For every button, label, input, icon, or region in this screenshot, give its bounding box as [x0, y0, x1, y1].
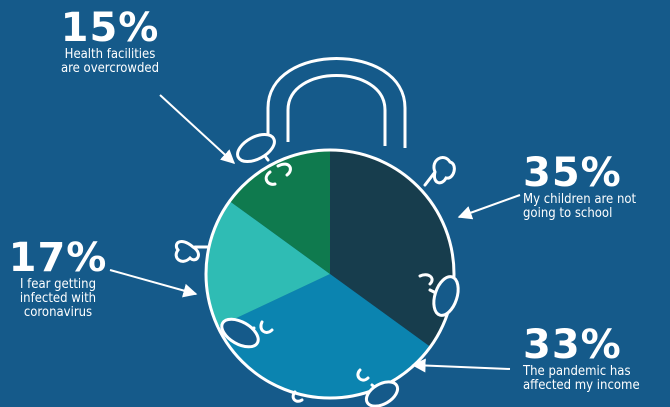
- pie-slices: [207, 151, 454, 397]
- virus-spikes: [174, 132, 460, 407]
- label-children: 35% My children are not going to school: [523, 153, 668, 221]
- leader-arrows: [109, 94, 521, 373]
- label-income-percent: 33%: [523, 322, 622, 368]
- label-children-text: My children are not going to school: [523, 192, 637, 221]
- pie-slice-1: [218, 274, 430, 397]
- padlock-shackle: [266, 57, 407, 148]
- spike-bottom-icon: [356, 368, 400, 407]
- label-health-percent: 15%: [60, 5, 160, 51]
- label-income: 33% The pandemic has affected my income: [523, 325, 668, 393]
- label-fear-percent: 17%: [8, 235, 108, 281]
- arrow-fear: [109, 269, 198, 298]
- label-income-text: The pandemic has affected my income: [523, 364, 640, 393]
- label-children-percent: 35%: [523, 150, 622, 196]
- spike-left-icon: [174, 240, 210, 263]
- label-fear-text: I fear getting infected with coronavirus: [19, 277, 97, 320]
- pie-slice-0: [330, 151, 454, 347]
- label-fear: 17% I fear getting infected with coronav…: [3, 238, 113, 320]
- spike-lower-left-icon: [220, 317, 274, 349]
- arrow-health: [159, 94, 236, 164]
- pie-slice-2: [207, 201, 330, 327]
- label-health: 15% Health facilities are overcrowded: [30, 8, 190, 76]
- spike-top-left-icon: [236, 132, 292, 186]
- label-health-text: Health facilities are overcrowded: [60, 47, 160, 76]
- arrow-children: [457, 194, 521, 220]
- spike-lower-right-icon: [418, 273, 460, 317]
- arrow-income: [411, 358, 511, 373]
- pie-outline: [204, 148, 456, 400]
- spike-right-icon: [423, 156, 456, 187]
- spike-bottom-left-icon: [291, 390, 304, 403]
- pie-slice-3: [230, 151, 330, 274]
